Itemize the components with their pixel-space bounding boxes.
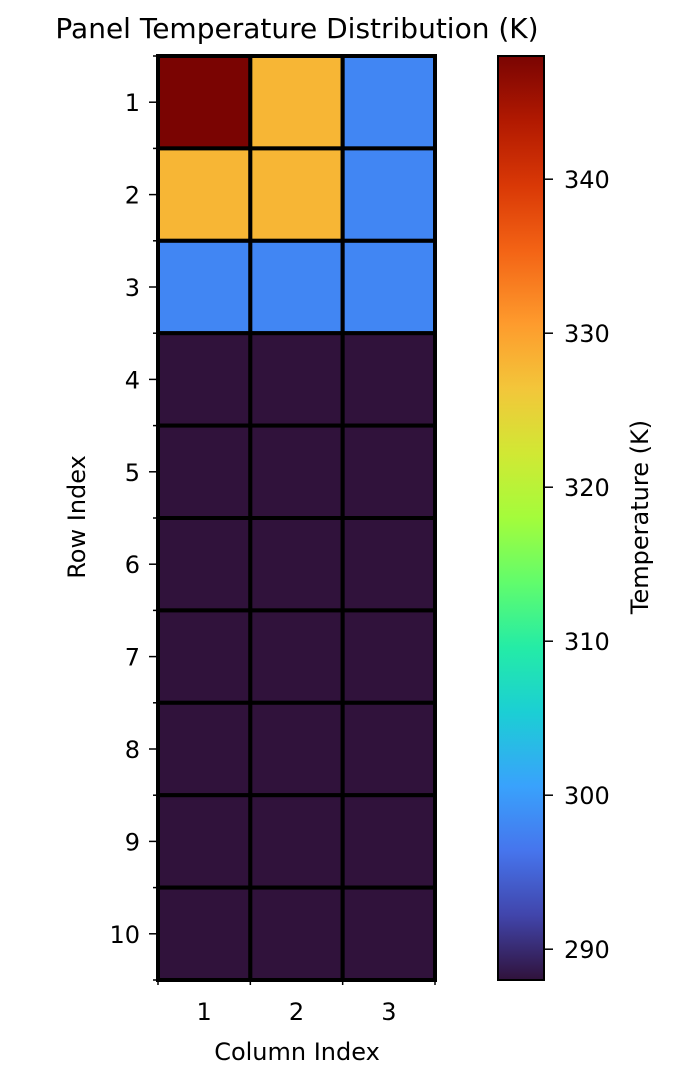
heatmap-cell [248, 885, 345, 982]
y-tick-label: 4 [125, 366, 140, 394]
heatmap-cells [156, 54, 437, 982]
y-tick-label: 9 [125, 828, 140, 856]
colorbar-tick-label: 330 [564, 320, 610, 348]
heatmap-cell [248, 793, 345, 890]
heatmap-cell [340, 793, 437, 890]
y-axis-ticks: 1 2 3 4 5 6 7 8 9 10 [109, 55, 158, 981]
y-axis-label: Row Index [63, 455, 91, 579]
heatmap-cell [248, 608, 345, 705]
x-tick-label: 3 [381, 998, 396, 1026]
y-tick-label: 3 [125, 274, 140, 302]
y-tick-label: 1 [125, 89, 140, 117]
colorbar-tick-label: 310 [564, 628, 610, 656]
colorbar-tick-label: 290 [564, 936, 610, 964]
colorbar: 290 300 310 320 330 340 Temperature (K) [497, 55, 654, 981]
chart-title: Panel Temperature Distribution (K) [55, 12, 538, 45]
heatmap-cell [156, 331, 253, 428]
x-axis-label: Column Index [214, 1038, 380, 1066]
heatmap-cell [156, 700, 253, 798]
heatmap-cell [248, 331, 345, 428]
heatmap-cell [340, 700, 437, 798]
heatmap-cell [248, 238, 345, 336]
y-tick-label: 10 [109, 921, 140, 949]
heatmap-cell [156, 54, 253, 151]
heatmap-cell [156, 238, 253, 336]
heatmap-cell [340, 516, 437, 613]
colorbar-ticks: 290 300 310 320 330 340 [544, 166, 610, 964]
heatmap-cell [248, 516, 345, 613]
x-tick-label: 2 [289, 998, 304, 1026]
heatmap-cell [340, 608, 437, 705]
heatmap-cell [156, 423, 253, 521]
y-tick-label: 5 [125, 459, 140, 487]
y-tick-label: 2 [125, 182, 140, 210]
y-tick-label: 6 [125, 551, 140, 579]
colorbar-tick-label: 300 [564, 782, 610, 810]
heatmap-cell [248, 700, 345, 798]
colorbar-tick-label: 340 [564, 166, 610, 194]
heatmap-cell [340, 423, 437, 521]
heatmap-cell [156, 146, 253, 243]
heatmap-cell [340, 54, 437, 151]
colorbar-gradient [497, 55, 545, 981]
x-axis-ticks: 1 2 3 [157, 980, 436, 1026]
heatmap-cell [248, 54, 345, 151]
heatmap-cell [156, 608, 253, 705]
heatmap-cell [156, 885, 253, 982]
heatmap-cell [248, 146, 345, 243]
x-tick-label: 1 [197, 998, 212, 1026]
colorbar-tick-label: 320 [564, 474, 610, 502]
heatmap-cell [340, 885, 437, 982]
heatmap-cell [248, 423, 345, 521]
heatmap-cell [156, 516, 253, 613]
colorbar-label: Temperature (K) [626, 420, 654, 615]
y-tick-label: 8 [125, 736, 140, 764]
heatmap-cell [340, 331, 437, 428]
y-tick-label: 7 [125, 644, 140, 672]
heatmap-cell [340, 238, 437, 336]
heatmap-cell [156, 793, 253, 890]
heatmap-cell [340, 146, 437, 243]
